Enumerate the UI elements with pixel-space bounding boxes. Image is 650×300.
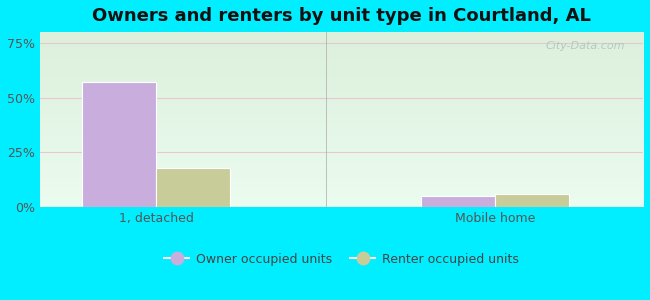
Bar: [82, 82, 156, 207]
Bar: [495, 194, 569, 207]
Title: Owners and renters by unit type in Courtland, AL: Owners and renters by unit type in Court…: [92, 7, 591, 25]
Text: City-Data.com: City-Data.com: [545, 41, 625, 51]
Legend: Owner occupied units, Renter occupied units: Owner occupied units, Renter occupied un…: [159, 248, 523, 271]
Bar: [421, 196, 495, 207]
Bar: [156, 168, 230, 207]
